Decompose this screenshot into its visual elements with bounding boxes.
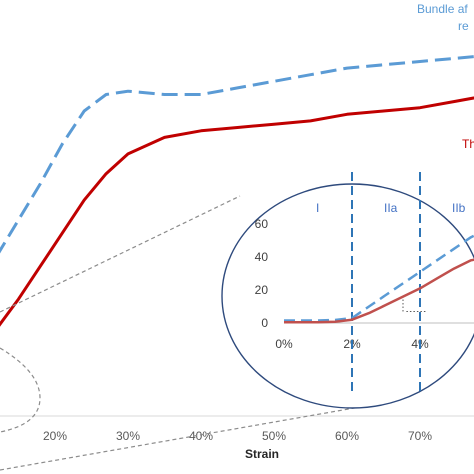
series-line-bundle xyxy=(0,55,474,254)
x-tick-label: 20% xyxy=(43,429,67,443)
phase-label: I xyxy=(316,201,319,215)
series-line-th xyxy=(0,96,474,327)
inset-series-line-bundle xyxy=(284,234,474,322)
inset-y-tick-label: 40 xyxy=(255,250,269,264)
inset-y-tick-label: 0 xyxy=(261,316,268,330)
x-tick-label: 50% xyxy=(262,429,286,443)
x-tick-label: 40% xyxy=(189,429,213,443)
zoom-connector-lines xyxy=(0,195,401,471)
x-axis-title: Strain xyxy=(245,447,279,461)
zoom-connector-upper xyxy=(0,195,241,313)
phase-label: IIb xyxy=(452,201,466,215)
series-label-bundle: Bundle af xyxy=(417,2,468,16)
inset-ellipse xyxy=(221,183,474,409)
series-label-th: Th xyxy=(462,137,474,151)
main-plot: 20%30%40%50%60%70%80% xyxy=(0,55,474,443)
inset-series-line-th xyxy=(284,258,474,324)
x-tick-label: 30% xyxy=(116,429,140,443)
inset-x-tick-label: 0% xyxy=(275,337,293,351)
zoom-connector-lower xyxy=(0,399,401,471)
x-tick-label: 70% xyxy=(408,429,432,443)
inset-y-tick-label: 20 xyxy=(255,283,269,297)
phase-label: IIa xyxy=(384,201,398,215)
x-tick-label: 60% xyxy=(335,429,359,443)
series-label-bundle-line2: re xyxy=(458,19,469,33)
inset-y-tick-label: 60 xyxy=(255,217,269,231)
source-region-ellipse xyxy=(0,347,41,433)
